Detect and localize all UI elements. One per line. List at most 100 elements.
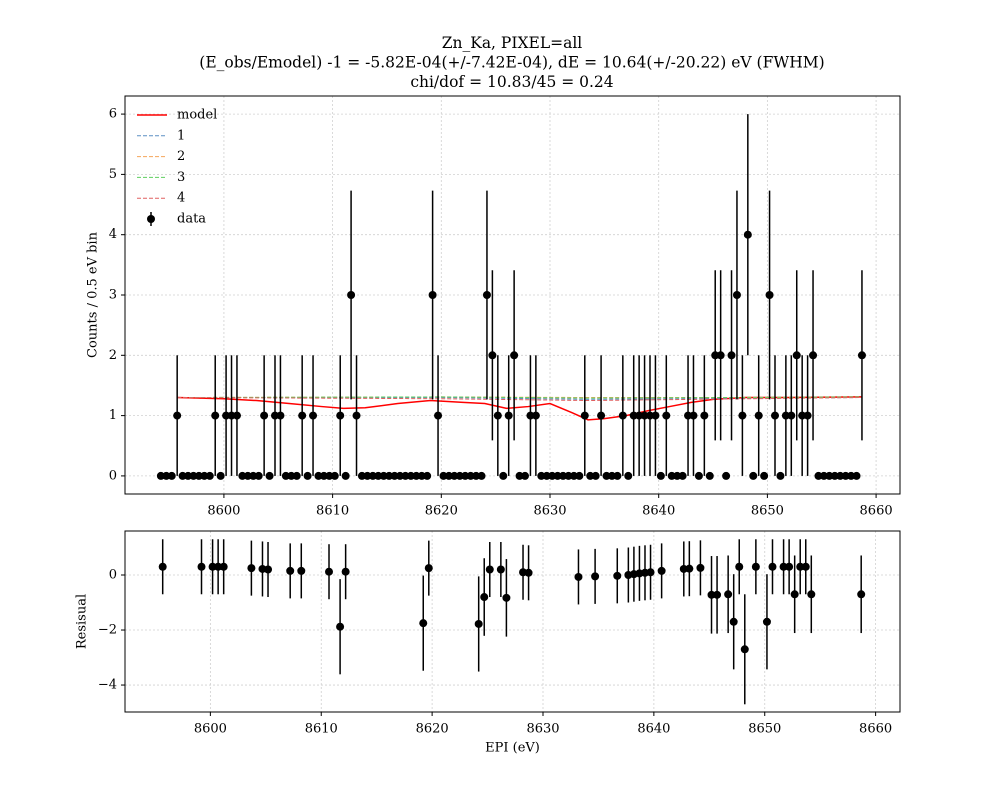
data-point — [754, 411, 763, 420]
x-tick-label: 8640 — [642, 504, 675, 519]
data-point — [521, 471, 529, 480]
data-point — [211, 411, 220, 420]
data-point — [694, 471, 703, 480]
data-point — [325, 567, 334, 576]
data-point — [504, 411, 513, 420]
data-point — [689, 411, 698, 420]
data-point — [575, 471, 584, 480]
data-point — [434, 411, 443, 420]
data-point — [790, 590, 799, 599]
data-point — [776, 471, 785, 480]
y-tick-label: 1 — [109, 408, 117, 423]
legend-swatch — [147, 215, 155, 223]
data-point — [264, 565, 273, 574]
data-point — [309, 411, 318, 420]
data-point — [613, 571, 622, 580]
data-point — [341, 471, 350, 480]
data-point — [336, 622, 345, 631]
plot-frame — [124, 95, 901, 495]
data-point — [796, 562, 805, 571]
data-point — [857, 590, 866, 599]
data-point — [428, 291, 437, 299]
data-point — [352, 411, 361, 420]
y-tick-label: −4 — [98, 678, 117, 693]
data-point — [857, 351, 866, 360]
data-point — [158, 562, 167, 571]
data-point — [618, 411, 627, 420]
data-point — [254, 471, 263, 480]
data-point — [646, 568, 655, 577]
model-line — [177, 396, 862, 421]
data-point — [232, 411, 241, 420]
data-point — [765, 291, 774, 299]
data-point — [423, 471, 432, 480]
data-point — [347, 291, 356, 299]
data-point — [260, 411, 269, 420]
data-point — [613, 471, 622, 480]
data-point — [493, 411, 502, 420]
data-point — [785, 562, 794, 571]
x-tick-label: 8630 — [526, 722, 559, 737]
y-tick-label: 0 — [109, 568, 117, 583]
legend-label: 1 — [177, 128, 185, 143]
x-tick-label: 8610 — [305, 722, 338, 737]
data-point — [762, 617, 771, 626]
data-point — [807, 590, 816, 599]
data-point — [341, 567, 350, 576]
data-point — [787, 411, 796, 420]
data-point — [247, 564, 256, 573]
data-point — [276, 411, 285, 420]
data-point — [482, 291, 491, 299]
data-point — [792, 351, 801, 360]
data-point — [760, 471, 769, 480]
data-point — [656, 471, 665, 480]
data-point — [488, 351, 497, 360]
data-point — [173, 411, 182, 420]
data-point — [707, 590, 716, 599]
data-point — [700, 411, 709, 420]
data-point — [502, 593, 511, 602]
data-point — [803, 411, 812, 420]
y-tick-label: 3 — [109, 288, 117, 303]
data-point — [330, 471, 339, 480]
data-point — [743, 230, 752, 239]
data-point — [499, 471, 508, 480]
data-point — [574, 572, 583, 581]
data-point — [662, 411, 671, 420]
x-tick-label: 8600 — [194, 722, 227, 737]
data-point — [740, 645, 749, 654]
x-tick-label: 8620 — [425, 504, 458, 519]
legend-label: 4 — [177, 191, 185, 206]
x-tick-label: 8660 — [860, 504, 893, 519]
data-point — [531, 411, 540, 420]
data-point — [779, 562, 788, 571]
data-point — [749, 471, 758, 480]
y-tick-label: 0 — [109, 468, 117, 483]
data-point — [214, 562, 223, 571]
data-point — [678, 471, 687, 480]
x-tick-label: 8650 — [748, 722, 781, 737]
data-point — [716, 351, 725, 360]
data-point — [597, 411, 606, 420]
data-point — [732, 291, 741, 299]
data-point — [485, 565, 494, 574]
data-point — [696, 563, 705, 572]
y-tick-label: 6 — [109, 107, 117, 122]
data-point — [657, 566, 666, 575]
x-tick-label: 8630 — [533, 504, 566, 519]
data-point — [219, 562, 228, 571]
data-point — [205, 471, 214, 480]
data-point — [724, 590, 733, 599]
data-point — [713, 590, 722, 599]
data-point — [729, 617, 738, 626]
data-point — [591, 572, 600, 581]
x-tick-label: 8600 — [207, 504, 240, 519]
data-point — [727, 351, 736, 360]
x-axis-label: EPI (eV) — [485, 741, 540, 756]
data-point — [722, 471, 731, 480]
legend-label: model — [177, 108, 217, 123]
data-point — [651, 411, 660, 420]
data-point — [197, 562, 206, 571]
data-point — [303, 471, 312, 480]
